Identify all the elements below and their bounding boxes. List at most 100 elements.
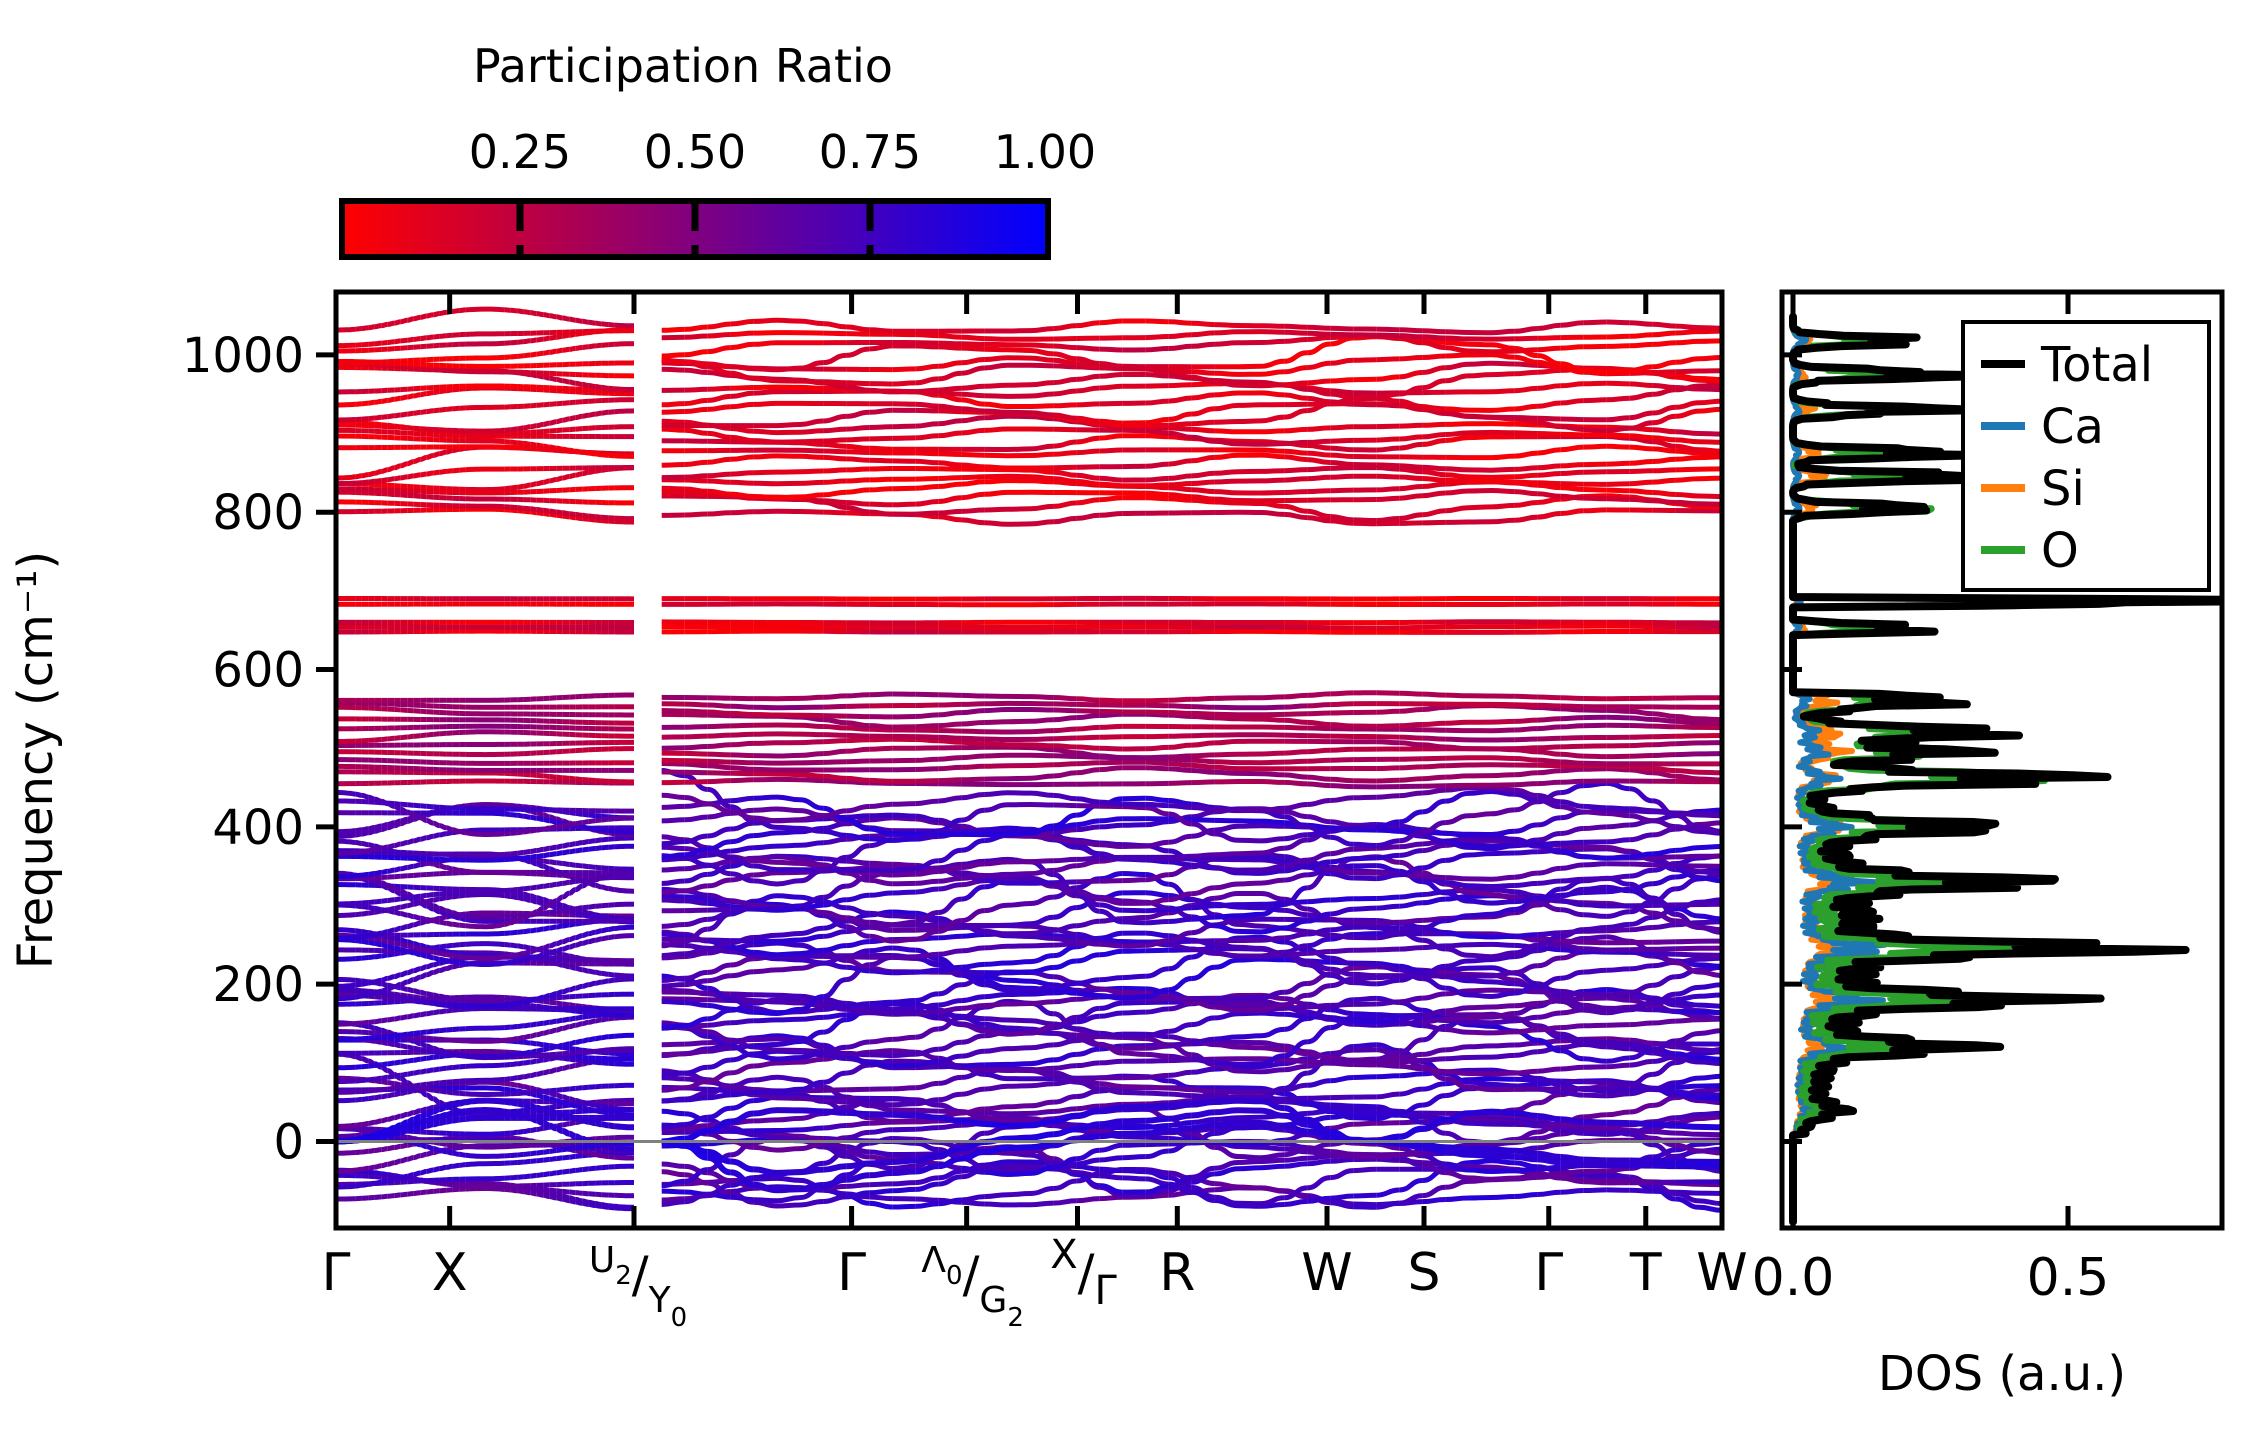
band-line-piece [536, 1088, 544, 1095]
band-line-piece [361, 1088, 369, 1094]
band-line-piece [504, 1024, 511, 1031]
band-line-piece [1422, 1184, 1446, 1199]
band-line-piece [426, 1035, 434, 1042]
band-line-piece [530, 1127, 537, 1133]
band-line-piece [536, 1041, 544, 1048]
band-line-piece [368, 1148, 375, 1154]
band-line-piece [452, 827, 460, 834]
band-line-piece [517, 1108, 524, 1114]
band-line-piece [523, 508, 531, 515]
band-line-piece [400, 947, 408, 954]
band-line-piece [1076, 1196, 1100, 1204]
band-line-piece [938, 1168, 962, 1181]
band-line-piece [420, 471, 427, 478]
band-line-piece [387, 927, 395, 935]
band-line-piece [413, 893, 421, 900]
band-line-piece [459, 892, 466, 899]
band-line-piece [381, 898, 388, 904]
band-line-piece [355, 988, 362, 994]
band-line-piece [582, 1099, 589, 1107]
band-line-piece [569, 415, 576, 422]
band-line-piece [582, 982, 589, 989]
band-line-piece [394, 1042, 401, 1049]
band-line-piece [588, 1165, 596, 1172]
band-line-piece [504, 485, 511, 492]
band-line-piece [400, 345, 408, 351]
band-line-piece [608, 836, 615, 842]
band-line-piece [361, 479, 369, 486]
band-line-piece [536, 905, 544, 915]
band-line-piece [517, 890, 525, 897]
band-line-piece [562, 346, 570, 353]
band-line-piece [1399, 1155, 1423, 1168]
band-line-piece [374, 877, 382, 886]
band-line-piece [536, 857, 544, 864]
band-line-piece [394, 475, 401, 482]
band-line-piece [588, 913, 596, 921]
band-line-piece [608, 971, 615, 978]
band-line-piece [407, 425, 414, 431]
band-line-piece [588, 910, 596, 918]
band-line-piece [569, 1167, 576, 1174]
band-line-piece [530, 1021, 537, 1028]
band-line-piece [575, 1196, 583, 1204]
band-line-piece [594, 912, 602, 919]
band-line-piece [439, 388, 447, 395]
band-line-piece [556, 1000, 563, 1007]
band-line-piece [1698, 1148, 1722, 1156]
band-line-piece [556, 989, 563, 997]
band-line-piece [543, 443, 550, 450]
band-line-piece [595, 837, 602, 844]
band-line-piece [348, 994, 356, 1001]
band-line-piece [413, 1038, 421, 1047]
band-line-piece [588, 319, 596, 326]
band-line-piece [374, 469, 382, 476]
band-line-piece [536, 899, 544, 907]
band-line-piece [1491, 1168, 1515, 1174]
band-line-piece [1099, 1183, 1123, 1195]
band-line-piece [517, 1159, 524, 1165]
band-line-piece [381, 868, 388, 875]
band-line-piece [549, 348, 557, 355]
band-line-piece [394, 801, 401, 807]
band-line-piece [562, 952, 570, 959]
band-line-piece [556, 901, 563, 908]
band-line-piece [394, 885, 402, 894]
band-line-piece [439, 831, 447, 838]
band-line-piece [549, 844, 557, 851]
band-line-piece [556, 850, 563, 857]
band-line-piece [601, 865, 609, 871]
band-line-piece [459, 954, 466, 960]
band-line-piece [569, 1153, 576, 1160]
band-line-piece [595, 817, 602, 824]
band-line-piece [381, 975, 388, 983]
band-line-piece [426, 900, 434, 909]
band-line-piece [394, 981, 402, 990]
band-line-piece [420, 942, 427, 950]
band-line-piece [510, 830, 518, 836]
band-line-piece [407, 410, 414, 417]
band-line-piece [426, 1000, 434, 1006]
band-line-piece [517, 425, 524, 432]
band-line-piece [413, 1034, 421, 1040]
band-line-piece [348, 927, 356, 934]
band-line-piece [407, 802, 414, 808]
band-line-piece [1330, 1200, 1354, 1210]
band-line-piece [562, 1001, 570, 1008]
band-line-piece [1491, 1194, 1515, 1200]
band-line-piece [530, 897, 537, 905]
band-line-piece [601, 1060, 609, 1066]
band-line-piece [510, 812, 518, 818]
band-line-piece [1330, 1149, 1354, 1157]
band-line-piece [776, 1175, 801, 1183]
band-line-piece [1307, 1158, 1331, 1167]
band-line-piece [413, 1136, 421, 1143]
band-line-piece [400, 1156, 408, 1164]
band-line-piece [407, 733, 414, 740]
band-line-piece [543, 909, 550, 916]
band-line-piece [446, 1027, 453, 1033]
band-line-piece [684, 1191, 708, 1205]
band-line-piece [433, 1087, 440, 1094]
band-line-piece [595, 813, 602, 819]
band-line-piece [543, 998, 550, 1005]
